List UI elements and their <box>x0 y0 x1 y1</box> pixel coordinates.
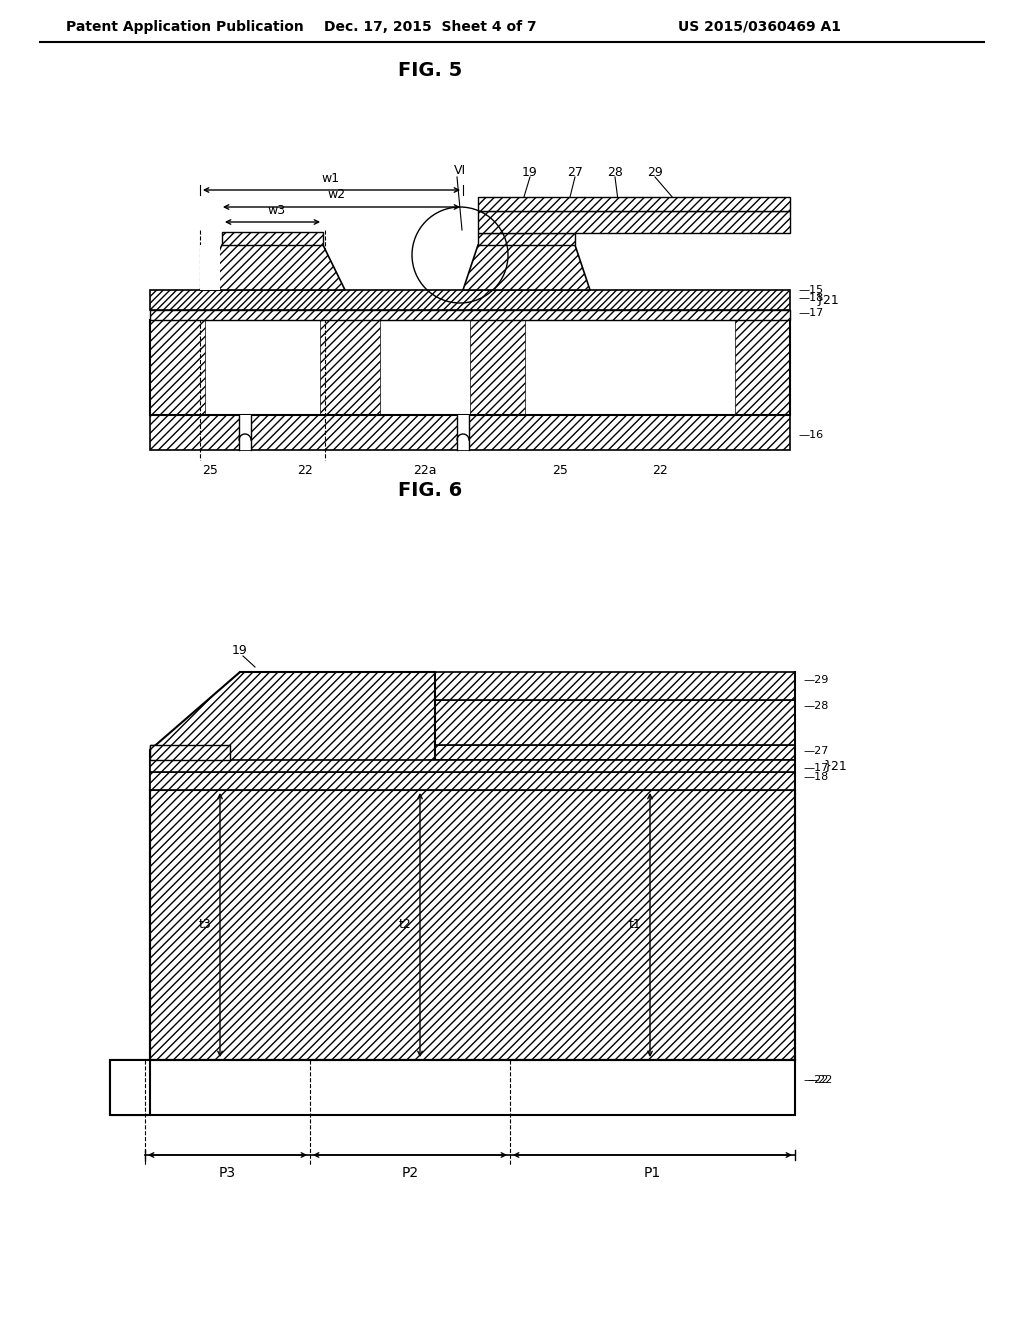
Bar <box>110 1060 795 1115</box>
Text: 27: 27 <box>567 165 583 178</box>
Bar <box>470 319 525 414</box>
Text: w2: w2 <box>328 189 346 202</box>
Bar <box>150 290 790 310</box>
Bar <box>478 197 790 211</box>
Text: —15: —15 <box>798 285 823 294</box>
Text: P1: P1 <box>643 1166 660 1180</box>
Text: VI: VI <box>454 164 466 177</box>
Text: 19: 19 <box>522 165 538 178</box>
Bar <box>435 700 795 744</box>
Text: 19: 19 <box>232 644 248 656</box>
Text: 22: 22 <box>297 463 313 477</box>
Text: —16: —16 <box>798 430 823 440</box>
Text: 25: 25 <box>202 463 218 477</box>
Text: 28: 28 <box>607 165 623 178</box>
Text: t2: t2 <box>398 919 412 932</box>
Bar <box>150 319 205 414</box>
Text: P2: P2 <box>401 1166 419 1180</box>
Bar <box>200 246 220 290</box>
Text: —22: —22 <box>803 1074 828 1085</box>
Text: P3: P3 <box>218 1166 236 1180</box>
Bar <box>240 672 795 700</box>
Text: —29: —29 <box>803 675 828 685</box>
Bar <box>478 211 790 234</box>
Text: FIG. 5: FIG. 5 <box>398 61 462 79</box>
Bar <box>239 414 251 450</box>
Text: }21: }21 <box>815 293 839 306</box>
Bar <box>150 414 790 450</box>
Polygon shape <box>463 246 590 290</box>
Text: w3: w3 <box>268 203 286 216</box>
Bar <box>150 760 795 772</box>
Bar <box>150 772 795 789</box>
Bar <box>150 760 435 789</box>
Bar <box>319 319 380 414</box>
Bar <box>150 760 795 772</box>
Text: —22: —22 <box>807 1074 833 1085</box>
Text: 25: 25 <box>552 463 568 477</box>
Text: Patent Application Publication: Patent Application Publication <box>67 20 304 34</box>
Bar <box>150 319 790 414</box>
Text: FIG. 6: FIG. 6 <box>398 480 462 499</box>
Text: t1: t1 <box>629 919 641 932</box>
Text: }21: }21 <box>823 759 847 772</box>
Text: —17: —17 <box>798 308 823 318</box>
Text: —17: —17 <box>803 763 828 774</box>
Text: w1: w1 <box>322 172 340 185</box>
Polygon shape <box>200 246 345 290</box>
Text: 22a: 22a <box>414 463 437 477</box>
Text: —18: —18 <box>803 772 828 781</box>
Bar <box>150 789 795 1060</box>
Bar <box>478 234 575 246</box>
Bar <box>150 319 790 414</box>
Bar <box>222 232 323 246</box>
Bar <box>150 310 790 319</box>
Bar <box>457 414 469 450</box>
Bar <box>150 772 795 789</box>
Text: Dec. 17, 2015  Sheet 4 of 7: Dec. 17, 2015 Sheet 4 of 7 <box>324 20 537 34</box>
Bar <box>110 1060 150 1115</box>
Text: w4: w4 <box>498 722 516 735</box>
Text: —18: —18 <box>798 293 823 304</box>
Text: t3: t3 <box>199 919 211 932</box>
Polygon shape <box>150 672 435 789</box>
Bar <box>735 319 790 414</box>
Bar <box>150 744 230 760</box>
Text: —27: —27 <box>803 746 828 756</box>
Bar <box>435 744 795 760</box>
Text: —28: —28 <box>803 701 828 711</box>
Text: 29: 29 <box>647 165 663 178</box>
Text: 22: 22 <box>652 463 668 477</box>
Text: US 2015/0360469 A1: US 2015/0360469 A1 <box>679 20 842 34</box>
Bar <box>150 744 230 760</box>
